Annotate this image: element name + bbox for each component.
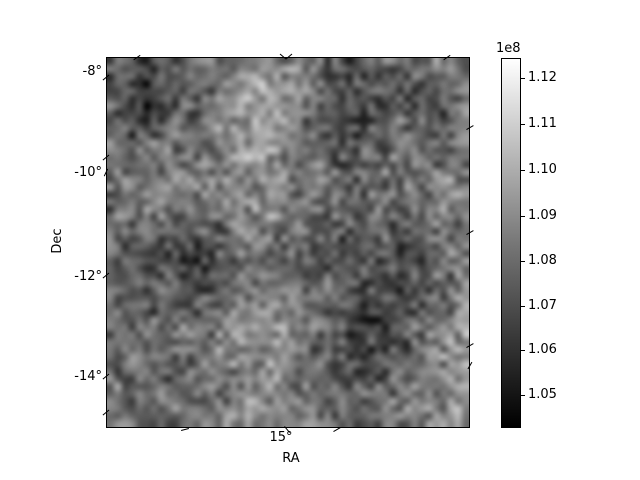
colorbar-tick-label: 1.07 bbox=[528, 298, 557, 313]
colorbar-tick-mark bbox=[521, 395, 525, 396]
heatmap-image bbox=[107, 58, 469, 427]
colorbar-tick-label: 1.11 bbox=[528, 116, 557, 131]
y-tick-label: -12° bbox=[74, 269, 102, 284]
colorbar-tick-mark bbox=[521, 306, 525, 307]
colorbar-tick-mark bbox=[521, 261, 525, 262]
axis-tick-mark bbox=[180, 427, 190, 432]
colorbar-tick-mark bbox=[521, 78, 525, 79]
colorbar-tick-label: 1.10 bbox=[528, 162, 557, 177]
colorbar-tick-mark bbox=[521, 124, 525, 125]
colorbar-tick-label: 1.08 bbox=[528, 253, 557, 268]
y-axis-label: Dec bbox=[50, 228, 65, 254]
colorbar bbox=[501, 58, 521, 428]
colorbar-tick-label: 1.05 bbox=[528, 387, 557, 402]
colorbar-offset-label: 1e8 bbox=[496, 41, 521, 56]
x-tick-label: 15° bbox=[269, 430, 293, 445]
colorbar-tick-label: 1.09 bbox=[528, 208, 557, 223]
colorbar-tick-mark bbox=[521, 216, 525, 217]
plot-area bbox=[106, 57, 470, 428]
colorbar-gradient bbox=[502, 59, 520, 427]
colorbar-tick-mark bbox=[521, 350, 525, 351]
colorbar-tick-label: 1.12 bbox=[528, 70, 557, 85]
colorbar-tick-label: 1.06 bbox=[528, 342, 557, 357]
colorbar-tick-mark bbox=[521, 170, 525, 171]
y-tick-label: -8° bbox=[82, 64, 102, 79]
y-tick-label: -14° bbox=[74, 369, 102, 384]
y-tick-label: -10° bbox=[74, 165, 102, 180]
x-axis-label: RA bbox=[282, 451, 300, 466]
